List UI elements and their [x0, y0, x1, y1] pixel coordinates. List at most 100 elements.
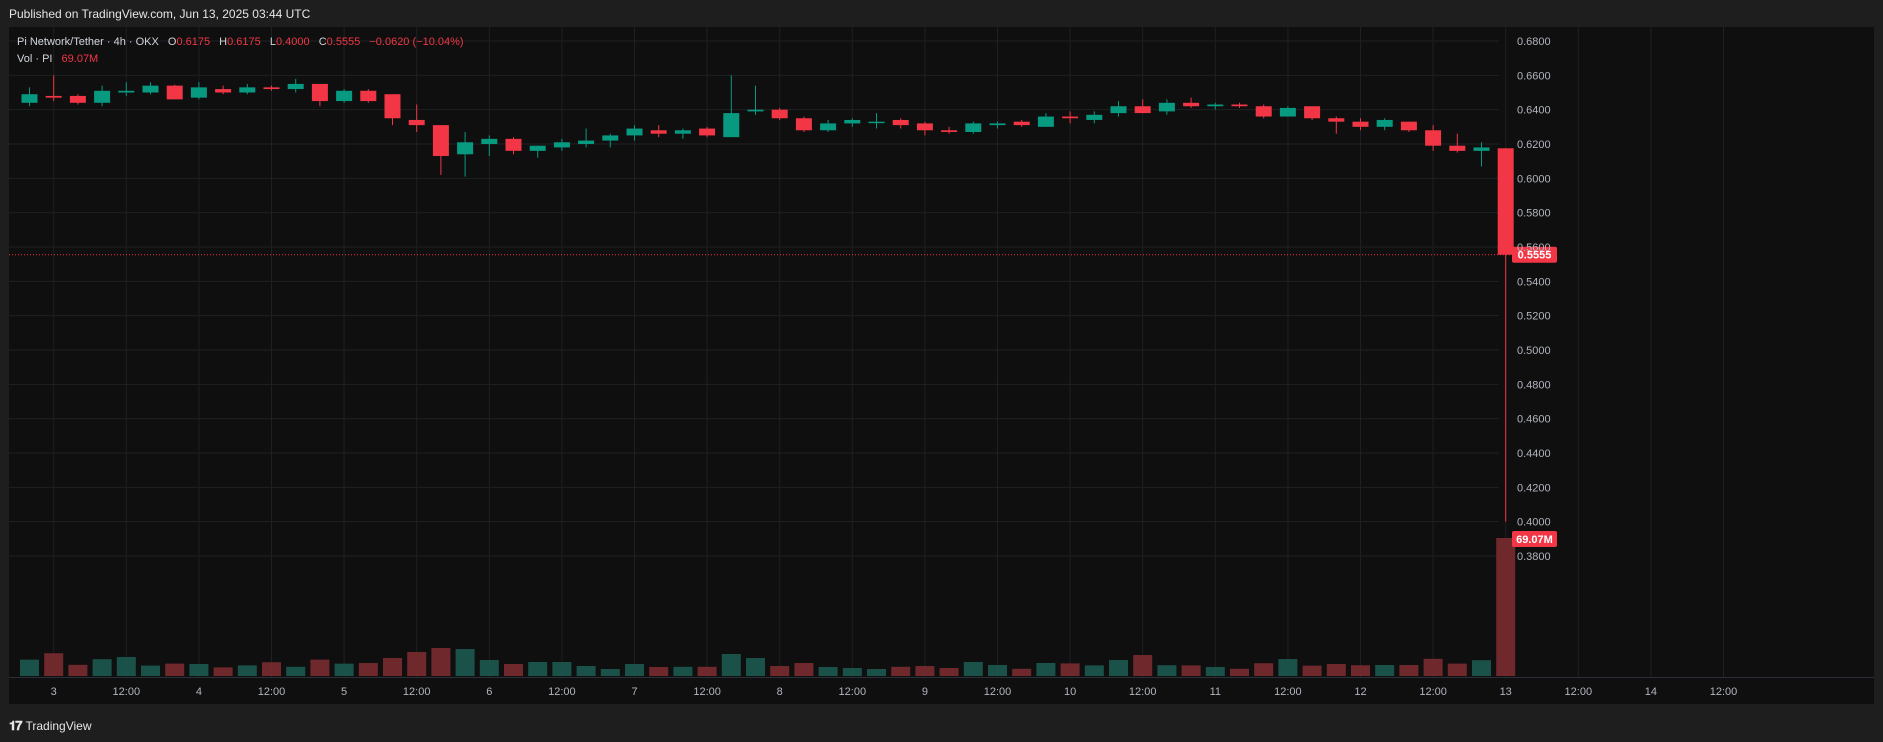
time-tick-label: 12:00	[1710, 686, 1738, 698]
candle-body	[481, 138, 498, 144]
candle-body	[602, 135, 619, 141]
candle-body	[626, 128, 643, 136]
candle-body	[505, 138, 522, 151]
time-tick-label: 12:00	[1565, 686, 1593, 698]
price-tick-label: 0.5800	[1517, 208, 1551, 220]
candle-body	[408, 119, 425, 126]
candle-body	[820, 123, 837, 131]
volume-label[interactable]: Vol · PI	[17, 53, 53, 65]
time-tick-label: 3	[51, 686, 57, 698]
time-tick-label: 12:00	[258, 686, 286, 698]
candle-body	[45, 95, 62, 98]
candle-body	[69, 95, 86, 103]
candle-body	[1207, 104, 1224, 107]
price-tick-label: 0.6400	[1517, 105, 1551, 117]
volume-bar	[988, 665, 1007, 676]
candle-body	[941, 130, 958, 132]
volume-bar	[1205, 667, 1225, 676]
candle-body	[384, 94, 401, 119]
candle-body	[1425, 130, 1442, 146]
volume-bar	[625, 664, 644, 676]
candle-body	[1328, 118, 1345, 122]
candle-body	[868, 121, 885, 124]
close-label: C	[318, 36, 327, 48]
volume-bar	[44, 653, 64, 676]
volume-bar	[915, 666, 935, 676]
volume-bar	[383, 658, 402, 676]
candle-body	[1352, 121, 1369, 127]
overlays: 0.5555 69.07M	[9, 246, 1557, 547]
time-tick-label: 12:00	[839, 686, 867, 698]
volume-bar	[1423, 658, 1443, 676]
candle-body	[1158, 102, 1175, 112]
volume-bar	[189, 664, 209, 676]
candle-body	[965, 123, 982, 132]
time-tick-label: 14	[1645, 686, 1657, 698]
volume-badge	[1512, 531, 1557, 547]
candle-body	[723, 113, 740, 138]
candle-body	[336, 90, 353, 102]
candle-body	[699, 128, 716, 136]
candle-body	[263, 87, 280, 90]
volume-bar	[68, 664, 88, 676]
candle-body	[1086, 114, 1103, 120]
volume-bars	[20, 538, 1516, 676]
volume-bar	[842, 668, 862, 676]
brand[interactable]: 𝟏𝟕 TradingView	[9, 718, 92, 734]
candle-body	[215, 89, 232, 93]
time-tick-label: 13	[1500, 686, 1512, 698]
candle-body	[118, 90, 135, 93]
candle-body	[1279, 107, 1296, 117]
volume-bar	[576, 666, 596, 676]
candle-body	[239, 87, 256, 93]
time-tick-label: 4	[196, 686, 202, 698]
volume-bar	[1084, 665, 1104, 676]
candle-body	[1231, 104, 1248, 107]
candle-body	[771, 109, 788, 119]
volume-bar	[262, 662, 281, 676]
time-tick-label: 7	[631, 686, 637, 698]
candle-body	[1376, 119, 1393, 127]
volume-bar	[721, 654, 741, 676]
change-value: −0.0620 (−10.04%)	[369, 36, 464, 48]
low-label: L	[269, 36, 276, 48]
price-tick-label: 0.6000	[1517, 173, 1551, 185]
volume-bar	[1109, 660, 1128, 676]
open-value: 0.6175	[176, 36, 211, 48]
volume-bar	[431, 648, 451, 676]
volume-bar	[1060, 663, 1080, 676]
candle-body	[844, 119, 861, 124]
time-tick-label: 12:00	[1419, 686, 1447, 698]
candle-body	[142, 85, 159, 93]
volume-bar	[1230, 668, 1249, 676]
candle-body	[650, 130, 667, 134]
volume-bar	[673, 666, 693, 676]
tradingview-logo-icon: 𝟏𝟕	[9, 718, 23, 733]
legend-ohlc-row: Pi Network/Tether · 4h · OKX O0.6175 H0.…	[17, 34, 464, 51]
candle-body	[553, 142, 570, 148]
price-tick-label: 0.5200	[1517, 311, 1551, 323]
time-tick-label: 10	[1064, 686, 1076, 698]
price-tick-label: 0.6200	[1517, 139, 1551, 151]
volume-bar	[504, 664, 523, 676]
volume-bar	[334, 663, 354, 676]
time-tick-label: 12:00	[984, 686, 1012, 698]
volume-bar	[891, 666, 911, 676]
time-tick-label: 5	[341, 686, 347, 698]
time-tick-label: 9	[922, 686, 928, 698]
volume-bar	[1399, 665, 1419, 676]
footer: 𝟏𝟕 TradingView	[0, 704, 1883, 742]
candle-body	[674, 130, 691, 134]
volume-bar	[286, 666, 306, 676]
volume-bar	[552, 662, 572, 676]
volume-bar	[116, 657, 136, 676]
high-value: 0.6175	[227, 36, 261, 48]
candle-body	[166, 85, 183, 100]
candle-body	[578, 140, 595, 144]
symbol-title[interactable]: Pi Network/Tether · 4h · OKX	[17, 36, 159, 48]
volume-bar	[1012, 668, 1032, 676]
volume-bar	[1036, 663, 1056, 676]
chart-panel[interactable]: 0.5555 69.07M 0.6800 0.6600 0.6400 0.6200 0.6…	[9, 27, 1874, 704]
volume-value: 69.07M	[61, 53, 99, 65]
